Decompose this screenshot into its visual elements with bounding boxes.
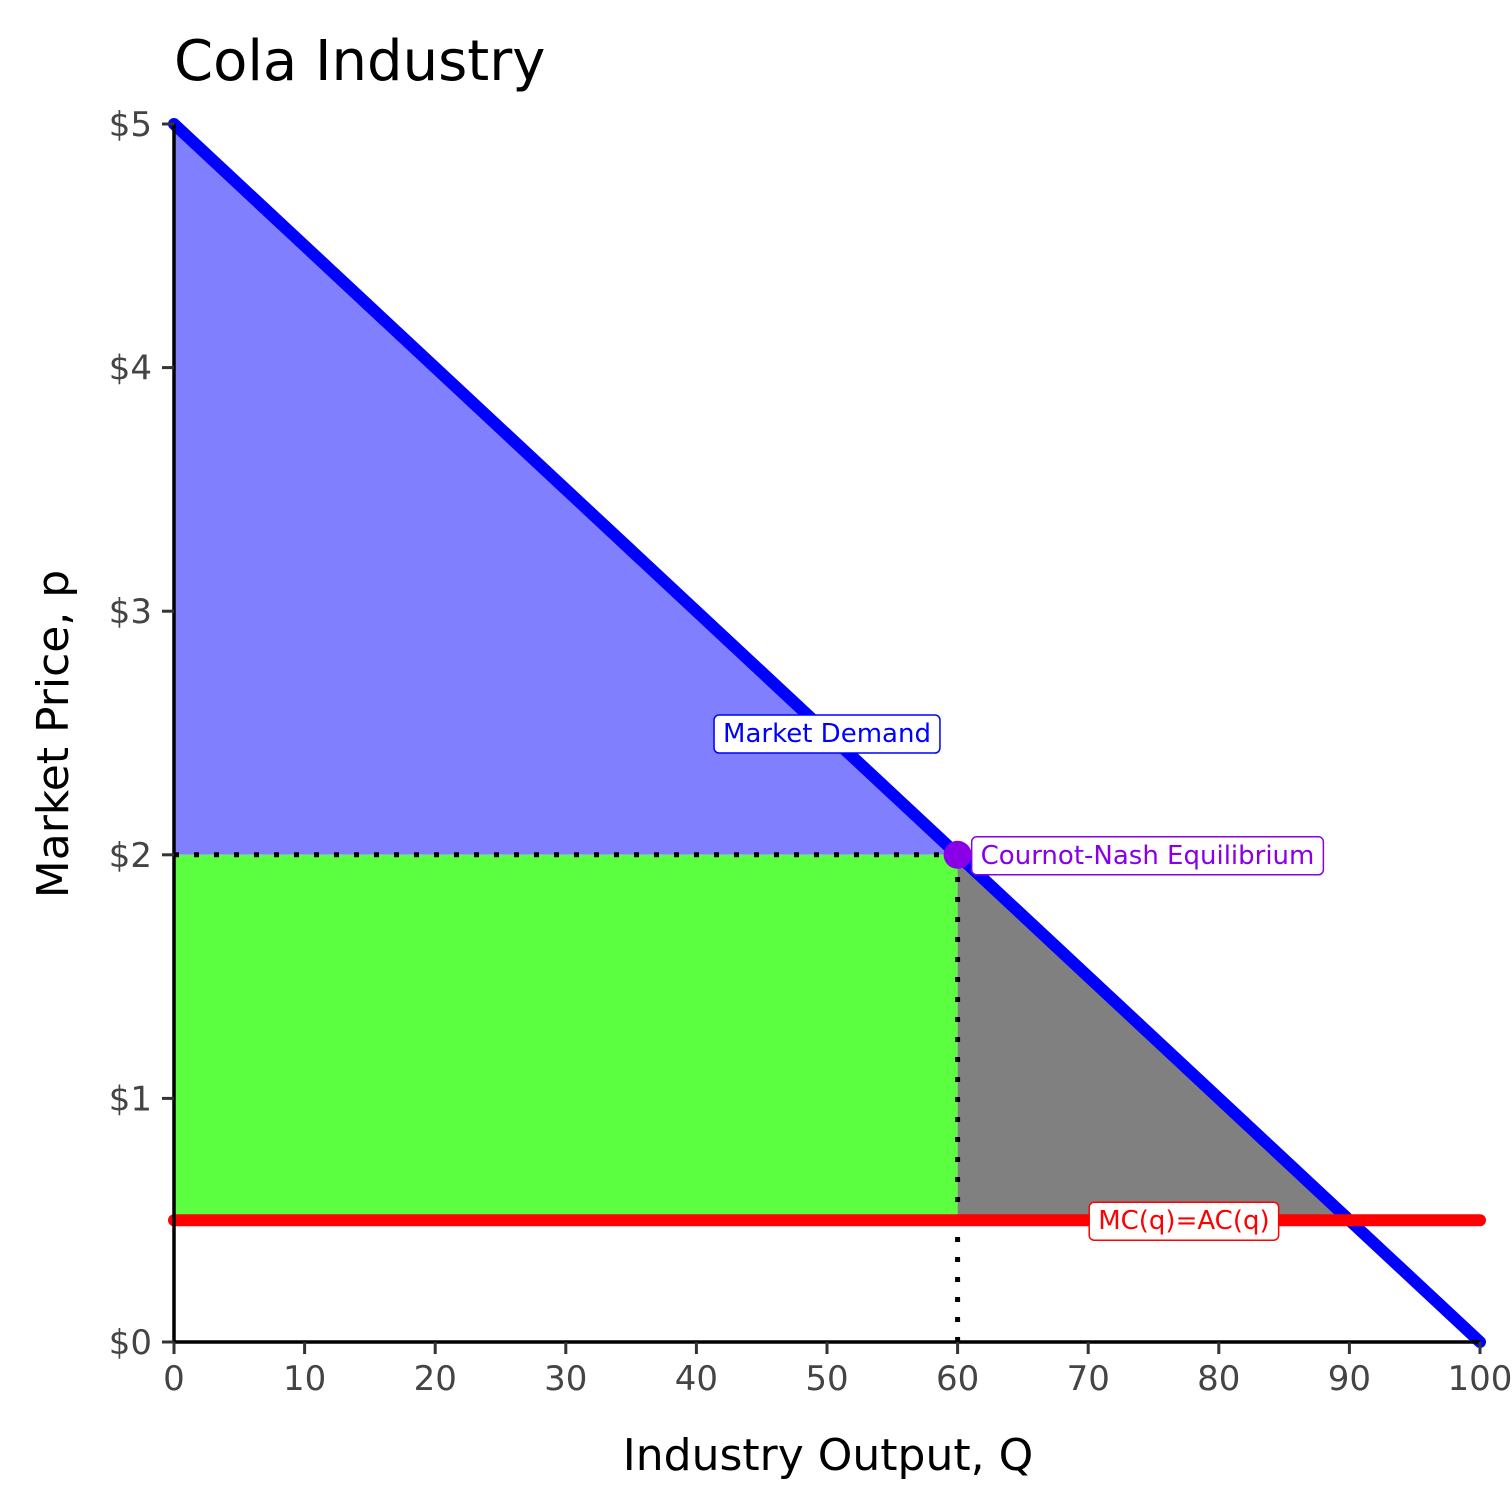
- annotation-label-text: Market Demand: [723, 719, 931, 749]
- x-tick-label: 90: [1328, 1359, 1371, 1399]
- y-tick-label: $4: [109, 349, 152, 389]
- y-tick-label: $1: [109, 1079, 152, 1119]
- y-tick-label: $0: [109, 1323, 152, 1363]
- x-tick-label: 60: [936, 1359, 979, 1399]
- annotation-label-text: MC(q)=AC(q): [1098, 1206, 1269, 1236]
- chart-annotations: Market Demand Cournot-Nash Equilibrium MC(…: [713, 714, 1325, 1241]
- area-producer-profit: [174, 854, 958, 1221]
- y-tick-label: $5: [109, 105, 152, 145]
- annotation-label-box: [1088, 1201, 1280, 1241]
- x-tick-label: 0: [163, 1359, 185, 1399]
- x-tick-label: 30: [544, 1359, 587, 1399]
- x-tick-label: 100: [1448, 1359, 1512, 1399]
- y-tick-label: $3: [109, 592, 152, 632]
- x-tick-label: 40: [675, 1359, 718, 1399]
- annotation-label-text: Cournot-Nash Equilibrium: [981, 841, 1315, 871]
- chart-title: Cola Industry: [174, 29, 545, 94]
- x-axis-title: Industry Output, Q: [623, 1430, 1033, 1481]
- guide-lines: [174, 852, 961, 1342]
- chart-points: [943, 840, 972, 869]
- y-axis-title: Market Price, p: [28, 570, 79, 898]
- annotation-label: MC(q)=AC(q): [1088, 1201, 1280, 1241]
- annotation-label-box: [970, 836, 1325, 876]
- x-tick-label: 70: [1067, 1359, 1110, 1399]
- annotation-label: Market Demand: [713, 714, 941, 754]
- equilibrium-point: [943, 840, 972, 869]
- axes: 0 10 20 30 40 50 60 70 80 90 100 $0 $1 $2 $3 $4 $5: [109, 105, 1512, 1399]
- y-tick-label: $2: [109, 836, 152, 876]
- x-tick-label: 10: [283, 1359, 326, 1399]
- x-tick-label: 20: [414, 1359, 457, 1399]
- x-tick-label: 80: [1197, 1359, 1240, 1399]
- annotation-label: Cournot-Nash Equilibrium: [970, 836, 1325, 876]
- annotation-label-box: [713, 714, 941, 754]
- x-tick-label: 50: [805, 1359, 848, 1399]
